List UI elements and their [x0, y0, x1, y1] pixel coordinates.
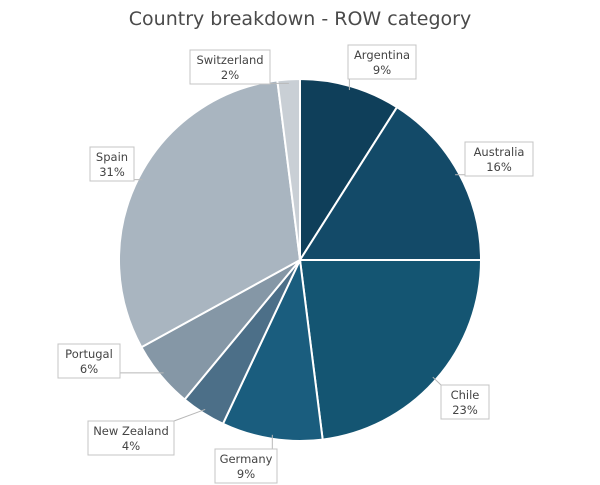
pie-slice-switzerland: [276, 77, 301, 261]
slice-label: Chile: [451, 388, 480, 402]
slice-label: New Zealand: [93, 424, 169, 438]
slice-label: Switzerland: [196, 53, 263, 67]
slice-value-label: 9%: [237, 467, 255, 481]
slice-value-label: 2%: [221, 68, 239, 82]
slice-label: Australia: [474, 145, 525, 159]
callout-box: [189, 49, 271, 85]
pie-slice-spain: [118, 79, 302, 349]
callout-box: [214, 448, 278, 484]
slice-value-label: 6%: [80, 362, 98, 376]
slice-value-label: 23%: [452, 403, 478, 417]
callout-box: [89, 146, 135, 182]
pie-slice-germany: [221, 256, 324, 442]
pie-slice-australia: [298, 105, 483, 261]
slice-label: Portugal: [65, 347, 113, 361]
slice-label: Argentina: [354, 48, 410, 62]
slice-label: Spain: [96, 150, 128, 164]
pie-slices: [118, 77, 483, 442]
slice-value-label: 16%: [486, 160, 512, 174]
chart-title: Country breakdown - ROW category: [128, 8, 472, 30]
leader-line: [173, 408, 206, 422]
slice-label: Germany: [220, 452, 273, 466]
callout-box: [440, 384, 490, 420]
leader-line: [432, 376, 442, 386]
pie-slice-argentina: [299, 77, 399, 264]
slice-value-label: 31%: [99, 165, 125, 179]
callout-box: [87, 420, 175, 456]
pie-callouts: Argentina9%Australia16%Chile23%Germany9%…: [57, 44, 534, 484]
slice-value-label: 9%: [373, 63, 391, 77]
callout-box: [464, 141, 534, 177]
callout-box: [57, 343, 121, 379]
slice-value-label: 4%: [122, 439, 140, 453]
callout-box: [347, 44, 417, 80]
